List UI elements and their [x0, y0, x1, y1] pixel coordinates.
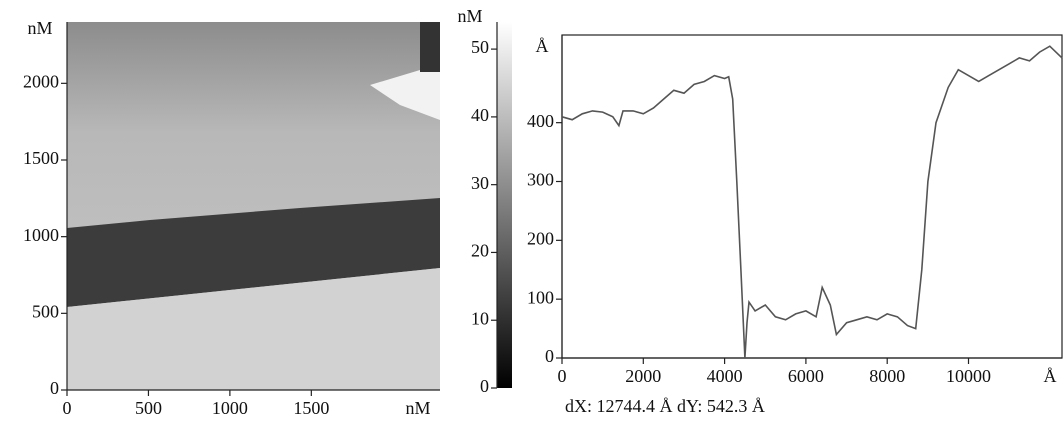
y-tick-label: 50	[471, 37, 489, 57]
footnote: dX: 12744.4 Å dY: 542.3 Å	[565, 396, 765, 416]
y-tick-label: 0	[480, 376, 489, 396]
colorbar	[497, 22, 512, 388]
y-tick-label: 40	[471, 105, 489, 125]
x-tick-label: 500	[135, 398, 162, 418]
y-tick-label: 400	[527, 111, 554, 131]
x-tick-label: 8000	[869, 366, 905, 386]
y-tick-label: 100	[527, 287, 554, 307]
x-tick-label: 2000	[625, 366, 661, 386]
x-axis-label: Å	[1044, 366, 1057, 386]
y-tick-label: 30	[471, 173, 489, 193]
y-tick-label: 20	[471, 241, 489, 261]
profile-line	[561, 45, 1063, 359]
y-tick-label: 2000	[23, 71, 59, 91]
y-tick-label: 1000	[23, 225, 59, 245]
y-tick-label: 0	[545, 346, 554, 366]
x-tick-label: 1000	[212, 398, 248, 418]
plot-frame	[561, 34, 1063, 359]
y-tick-label: 1500	[23, 148, 59, 168]
x-tick-label: 6000	[788, 366, 824, 386]
afm-image	[67, 22, 440, 390]
x-tick-label: 0	[63, 398, 72, 418]
x-tick-label: 0	[558, 366, 567, 386]
x-tick-label: 10000	[946, 366, 991, 386]
y-axis-label: Å	[536, 36, 549, 56]
colorbar-label: nM	[457, 6, 482, 26]
y-tick-label: 10	[471, 308, 489, 328]
y-tick-label: 500	[32, 301, 59, 321]
y-axis-label: nM	[27, 18, 52, 38]
x-tick-label: 1500	[293, 398, 329, 418]
x-axis-label: nM	[405, 398, 430, 418]
x-tick-label: 4000	[707, 366, 743, 386]
y-tick-label: 200	[527, 228, 554, 248]
y-tick-label: 300	[527, 170, 554, 190]
y-tick-label: 0	[50, 378, 59, 398]
